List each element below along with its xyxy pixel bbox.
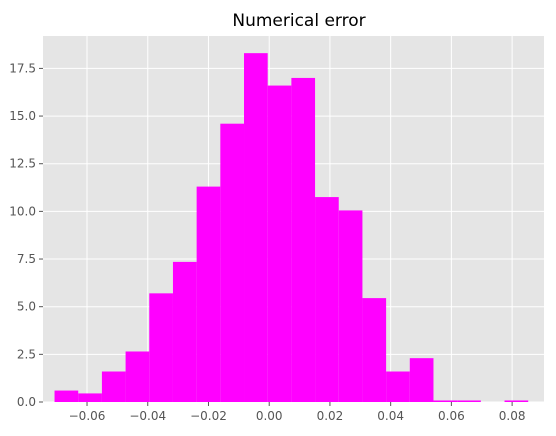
x-tick-label: −0.06	[69, 409, 106, 423]
histogram-bar	[244, 53, 268, 402]
histogram-bar	[78, 393, 102, 402]
histogram-bar	[409, 358, 434, 402]
x-tick-label: 0.00	[256, 409, 283, 423]
y-tick-label: 7.5	[17, 252, 36, 266]
histogram-bar	[457, 400, 481, 402]
y-tick-label: 5.0	[17, 300, 36, 314]
x-tick-label: 0.08	[499, 409, 526, 423]
y-tick-label: 10.0	[9, 204, 36, 218]
y-tick-label: 12.5	[9, 157, 36, 171]
histogram-bar	[220, 123, 245, 402]
histogram-bar	[362, 298, 387, 402]
x-tick-label: −0.04	[129, 409, 166, 423]
y-tick-label: 0.0	[17, 395, 36, 409]
histogram-bar	[504, 400, 529, 402]
histogram-bar	[125, 351, 150, 402]
histogram-bar	[386, 371, 410, 402]
histogram-bar	[267, 85, 292, 402]
histogram-bar	[172, 261, 197, 402]
y-tick-label: 2.5	[17, 347, 36, 361]
y-tick-label: 17.5	[9, 61, 36, 75]
histogram-bar	[338, 210, 363, 402]
histogram-bar	[149, 293, 173, 402]
histogram-bar	[315, 197, 339, 402]
chart-title: Numerical error	[232, 11, 365, 31]
histogram-bar	[291, 77, 316, 402]
histogram-bars	[54, 53, 529, 402]
y-axis-ticks: 0.0 2.5 5.0 7.5 10.0 12.5 15.0 17.5	[9, 61, 43, 409]
histogram-bar	[433, 400, 458, 402]
x-tick-label: −0.02	[190, 409, 227, 423]
histogram-bar	[196, 186, 221, 402]
x-tick-label: 0.02	[317, 409, 344, 423]
histogram-bar	[54, 390, 79, 402]
x-axis-ticks: −0.06 −0.04 −0.02 0.00 0.02 0.04 0.06 0.08	[69, 402, 526, 423]
x-tick-label: 0.06	[438, 409, 465, 423]
x-tick-label: 0.04	[377, 409, 404, 423]
histogram-bar	[101, 371, 126, 402]
y-tick-label: 15.0	[9, 109, 36, 123]
